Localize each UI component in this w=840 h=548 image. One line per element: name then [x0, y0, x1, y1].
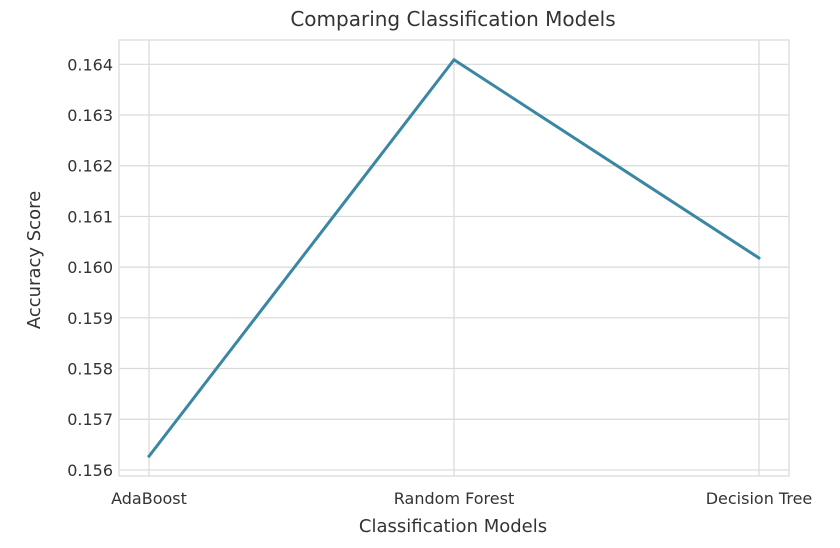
x-tick-label: Decision Tree [706, 489, 813, 508]
data-point [452, 58, 456, 62]
y-tick-label: 0.158 [67, 360, 113, 379]
y-tick-labels: 0.156 0.157 0.158 0.159 0.160 0.161 0.162 0.163… [67, 55, 113, 480]
series-layer [147, 58, 761, 458]
y-tick-label: 0.164 [67, 55, 113, 74]
y-tick-label: 0.159 [67, 309, 113, 328]
data-point [147, 454, 151, 458]
x-tick-label: Random Forest [394, 489, 514, 508]
y-tick-label: 0.163 [67, 106, 113, 125]
y-tick-label: 0.157 [67, 410, 113, 429]
x-tick-label: AdaBoost [111, 489, 187, 508]
chart-title: Comparing Classification Models [290, 7, 615, 31]
x-tick-labels: AdaBoost Random Forest Decision Tree [111, 489, 812, 508]
grid [118, 39, 790, 477]
y-tick-label: 0.162 [67, 157, 113, 176]
x-axis-label: Classification Models [359, 516, 547, 537]
y-tick-label: 0.160 [67, 258, 113, 277]
y-axis-label: Accuracy Score [24, 191, 45, 329]
data-point [757, 256, 761, 260]
y-tick-label: 0.156 [67, 461, 113, 480]
y-tick-label: 0.161 [67, 207, 113, 226]
